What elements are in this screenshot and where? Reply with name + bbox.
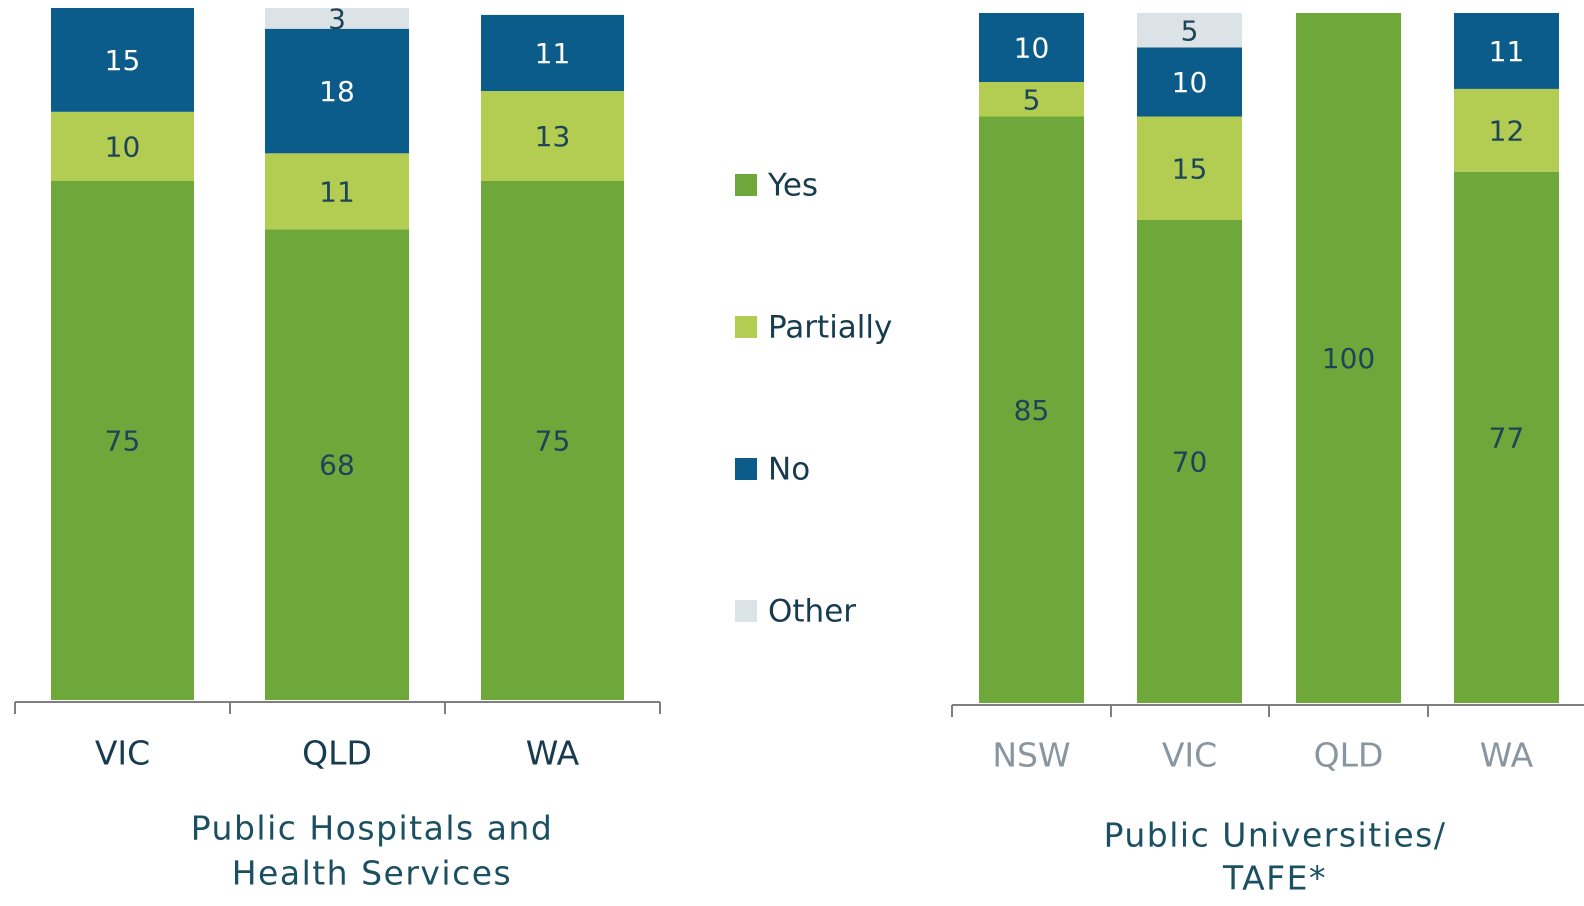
chart-title: Public Hospitals and <box>191 809 554 848</box>
x-tick-label: NSW <box>992 736 1070 775</box>
data-label: 10 <box>1014 32 1050 65</box>
data-label: 85 <box>1014 394 1050 427</box>
bar-segment <box>1296 13 1401 703</box>
data-label: 12 <box>1489 114 1525 147</box>
data-label: 11 <box>319 175 355 208</box>
data-label: 15 <box>105 44 141 77</box>
data-label: 75 <box>535 425 571 458</box>
bar-segment <box>1454 13 1559 89</box>
data-label: 11 <box>535 37 571 70</box>
data-label: 68 <box>319 449 355 482</box>
bar-segment <box>51 181 194 700</box>
legend-swatch <box>735 174 757 196</box>
x-tick-label: QLD <box>1314 736 1384 775</box>
x-tick-label: WA <box>1480 736 1534 775</box>
data-label: 11 <box>1489 35 1525 68</box>
chart-title: TAFE* <box>1222 859 1327 898</box>
bar-segment <box>1137 116 1242 220</box>
chart-title: Public Universities/ <box>1104 816 1447 855</box>
bar-segment <box>265 8 409 29</box>
bar-segment <box>51 111 194 181</box>
legend-label: Other <box>768 594 856 630</box>
bar-segment <box>1454 171 1559 703</box>
data-label: 13 <box>535 120 571 153</box>
legend-label: No <box>768 452 810 488</box>
data-label: 15 <box>1172 152 1208 185</box>
data-label: 10 <box>105 130 141 163</box>
bar-segment <box>979 82 1084 117</box>
bar-segment <box>481 181 624 700</box>
data-label: 100 <box>1322 342 1375 375</box>
bar-segment <box>265 153 409 230</box>
x-tick-label: QLD <box>302 734 372 773</box>
bar-segment <box>481 14 624 92</box>
data-label: 5 <box>1023 83 1041 116</box>
x-tick-label: VIC <box>95 734 150 773</box>
legend-swatch <box>735 316 757 338</box>
bar-segment <box>1454 88 1559 172</box>
chart-title: Health Services <box>232 854 513 893</box>
legend-swatch <box>735 458 757 480</box>
bar-segment <box>1137 13 1242 48</box>
legend-label: Yes <box>767 168 818 204</box>
bar-segment <box>1137 47 1242 117</box>
data-label: 75 <box>105 425 141 458</box>
bar-segment <box>51 8 194 112</box>
bar-segment <box>265 229 409 700</box>
data-label: 3 <box>328 2 346 35</box>
x-tick-label: WA <box>526 734 580 773</box>
data-label: 18 <box>319 75 355 108</box>
data-label: 5 <box>1181 14 1199 47</box>
x-tick-label: VIC <box>1162 736 1217 775</box>
data-label: 77 <box>1489 421 1525 454</box>
legend-swatch <box>735 600 757 622</box>
bar-segment <box>979 116 1084 703</box>
bar-segment <box>265 28 409 154</box>
legend-label: Partially <box>768 310 892 346</box>
data-label: 70 <box>1172 446 1208 479</box>
bar-segment <box>1137 220 1242 703</box>
bar-segment <box>979 13 1084 82</box>
bar-segment <box>481 91 624 181</box>
data-label: 10 <box>1172 66 1208 99</box>
